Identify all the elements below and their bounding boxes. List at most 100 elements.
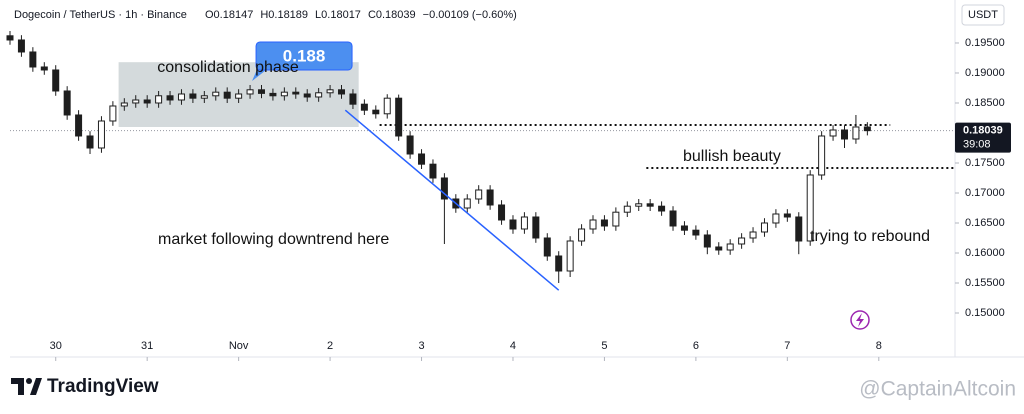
candle-body bbox=[326, 89, 334, 94]
ohlc-value: L0.18017 bbox=[315, 9, 361, 21]
candle-body bbox=[235, 93, 243, 99]
candle-body bbox=[589, 219, 597, 230]
candle-body bbox=[715, 246, 723, 251]
y-tick-label: 0.16500 bbox=[965, 217, 1005, 229]
candle-body bbox=[418, 153, 426, 165]
y-tick-label: 0.19000 bbox=[965, 67, 1005, 79]
candle-body bbox=[360, 103, 368, 111]
x-tick-label: 4 bbox=[510, 340, 516, 352]
x-tick-label: 8 bbox=[876, 340, 882, 352]
candle-body bbox=[40, 66, 48, 71]
ohlc-value: C0.18039 bbox=[368, 9, 416, 21]
tv-logo bbox=[11, 378, 42, 395]
x-tick-label: 2 bbox=[327, 340, 333, 352]
candle-body bbox=[863, 126, 871, 132]
currency-label: USDT bbox=[968, 9, 998, 21]
x-tick-label: 7 bbox=[784, 340, 790, 352]
candle-body bbox=[600, 219, 608, 227]
candle-body bbox=[177, 93, 185, 101]
ohlc-value: −0.00109 (−0.60%) bbox=[423, 9, 517, 21]
candle-body bbox=[429, 163, 437, 179]
candle-body bbox=[738, 237, 746, 245]
candle-body bbox=[143, 99, 151, 104]
last-price-box bbox=[955, 122, 1011, 153]
countdown-label: 39:08 bbox=[963, 139, 991, 151]
y-tick-label: 0.18500 bbox=[965, 97, 1005, 109]
watermark: @CaptainAltcoin bbox=[859, 378, 1016, 401]
callout-box bbox=[255, 41, 353, 71]
ohlc-readout: O0.18147 H0.18189 L0.18017 C0.18039 −0.00109… bbox=[205, 9, 517, 21]
candle-body bbox=[612, 211, 620, 227]
candle-body bbox=[63, 90, 71, 116]
candle-body bbox=[555, 255, 563, 272]
candle-body bbox=[543, 237, 551, 257]
candle-body bbox=[406, 135, 414, 155]
flash-icon[interactable] bbox=[850, 310, 870, 330]
annotation: trying to rebound bbox=[810, 228, 930, 245]
candle-body bbox=[292, 91, 300, 95]
candle-body bbox=[52, 69, 60, 92]
flash-glyph bbox=[856, 313, 864, 327]
annotation: market following downtrend here bbox=[158, 231, 389, 248]
candle-body bbox=[680, 225, 688, 231]
candle-body bbox=[338, 89, 346, 95]
annotation: consolidation phase bbox=[157, 59, 299, 76]
candle-body bbox=[829, 129, 837, 137]
candle-body bbox=[315, 92, 323, 98]
candle-body bbox=[257, 89, 265, 94]
candle-body bbox=[772, 213, 780, 224]
ohlc-value: O0.18147 bbox=[205, 9, 253, 21]
tv-logo-t bbox=[11, 378, 24, 395]
x-tick-label: 6 bbox=[693, 340, 699, 352]
candle-body bbox=[623, 205, 631, 213]
candle-body bbox=[703, 234, 711, 248]
candle-body bbox=[486, 189, 494, 206]
candle-body bbox=[818, 135, 826, 176]
candle-body bbox=[200, 95, 208, 99]
candle-body bbox=[212, 91, 220, 97]
candle-body bbox=[6, 35, 14, 41]
x-tick-label: 5 bbox=[601, 340, 607, 352]
candle-body bbox=[669, 210, 677, 227]
candle-body bbox=[280, 91, 288, 97]
candle-body bbox=[120, 102, 128, 107]
candle-body bbox=[760, 222, 768, 233]
candle-body bbox=[726, 243, 734, 251]
candle-body bbox=[303, 93, 311, 98]
candle-body bbox=[463, 198, 471, 209]
candle-body bbox=[566, 240, 574, 272]
last-price-label: 0.18039 bbox=[963, 125, 1003, 137]
candle-body bbox=[17, 39, 25, 53]
candle-body bbox=[246, 89, 254, 95]
candle-body bbox=[749, 231, 757, 239]
candle-body bbox=[635, 203, 643, 207]
candle-body bbox=[692, 229, 700, 236]
trend-line bbox=[344, 109, 560, 291]
tv-logo-v bbox=[30, 378, 42, 395]
ohlc-value: H0.18189 bbox=[260, 9, 308, 21]
candle-body bbox=[520, 216, 528, 230]
plot-area: 0.15000 0.15500 0.16000 0.16500 0.17000 0.175… bbox=[6, 30, 1011, 361]
candle-body bbox=[109, 105, 117, 122]
candle-body bbox=[578, 228, 586, 242]
candle-body bbox=[852, 126, 860, 140]
currency-box bbox=[961, 4, 1005, 26]
x-tick-label: Nov bbox=[229, 340, 249, 352]
candle-body bbox=[132, 99, 140, 104]
annotation: bullish beauty bbox=[683, 148, 781, 165]
candle-body bbox=[795, 216, 803, 242]
candle-body bbox=[155, 95, 163, 104]
candle-body bbox=[269, 92, 277, 97]
x-tick-label: 3 bbox=[418, 340, 424, 352]
candle-body bbox=[783, 213, 791, 218]
tv-logo-dot bbox=[26, 378, 32, 384]
callout-label: 0.188 bbox=[283, 46, 326, 65]
candle-body bbox=[29, 51, 37, 68]
candle-body bbox=[509, 219, 517, 230]
candle-body bbox=[383, 97, 391, 115]
candle-body bbox=[349, 93, 357, 105]
candle-body bbox=[75, 114, 83, 137]
candle-body bbox=[440, 177, 448, 200]
candle-body bbox=[86, 135, 94, 149]
